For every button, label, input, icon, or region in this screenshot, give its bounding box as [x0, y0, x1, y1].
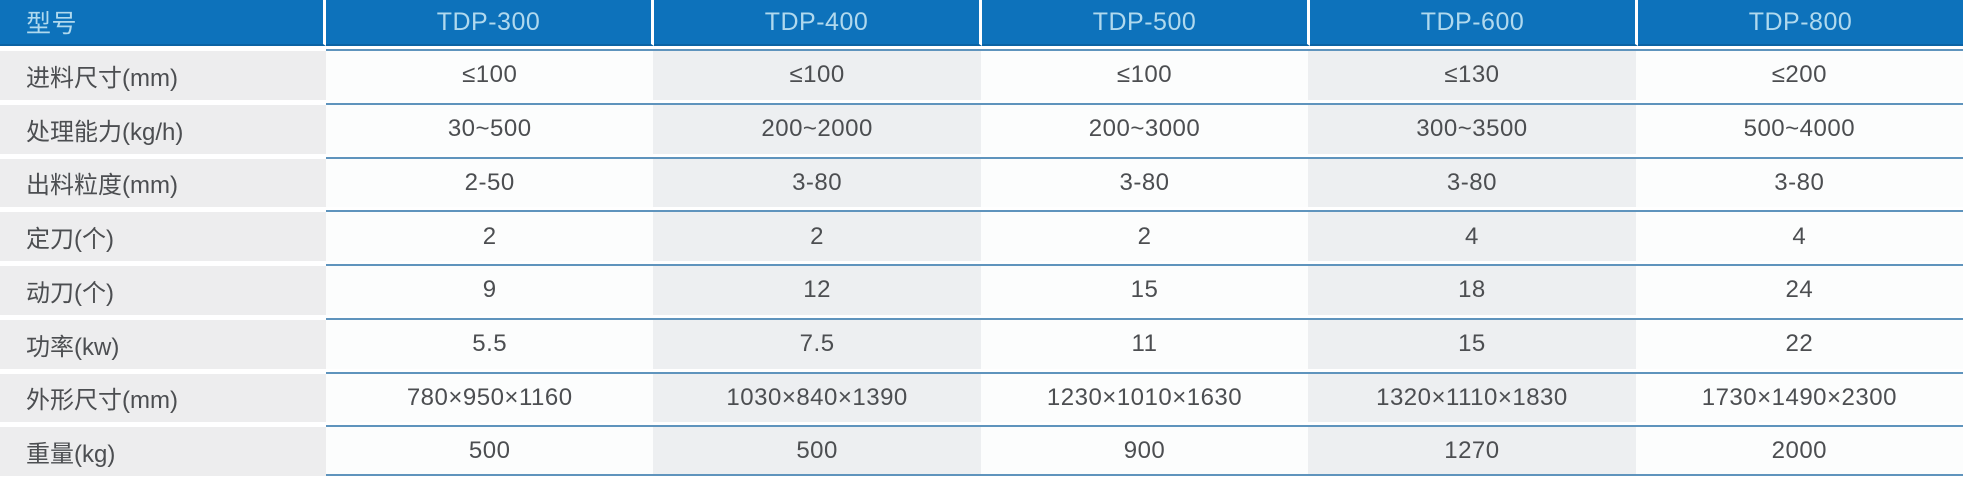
spec-value-cell: 2-50 — [326, 156, 654, 208]
spec-value-cell: ≤130 — [1308, 49, 1636, 100]
spec-value-cell: 2000 — [1635, 425, 1964, 476]
header-cell-tdp-300: TDP-300 — [326, 0, 654, 46]
spec-value-cell: ≤200 — [1635, 49, 1964, 100]
spec-value-cell: ≤100 — [980, 49, 1309, 100]
spec-value-cell: 500 — [326, 425, 654, 476]
table-header-row: 型号 TDP-300 TDP-400 TDP-500 TDP-600 TDP-8… — [0, 0, 1963, 46]
spec-value-cell: 3-80 — [1635, 156, 1964, 208]
row-label: 定刀(个) — [0, 210, 326, 261]
table-row-output-size: 出料粒度(mm) 2-50 3-80 3-80 3-80 3-80 — [0, 156, 1964, 208]
spec-value-cell: 200~3000 — [980, 102, 1309, 154]
spec-value-cell: 1730×1490×2300 — [1635, 371, 1964, 423]
header-cell-tdp-400: TDP-400 — [654, 0, 982, 46]
spec-value-cell: 3-80 — [653, 156, 981, 208]
table-row-weight: 重量(kg) 500 500 900 1270 2000 — [0, 425, 1964, 476]
spec-value-cell: 500 — [653, 425, 981, 476]
spec-value-cell: 2 — [326, 210, 654, 261]
table-row-feed-size: 进料尺寸(mm) ≤100 ≤100 ≤100 ≤130 ≤200 — [0, 49, 1964, 100]
header-cell-tdp-600: TDP-600 — [1310, 0, 1638, 46]
spec-value-cell: 9 — [326, 264, 654, 315]
spec-value-cell: 7.5 — [653, 317, 981, 369]
spec-value-cell: 11 — [980, 317, 1309, 369]
table-row-moving-blades: 动刀(个) 9 12 15 18 24 — [0, 264, 1964, 315]
spec-value-cell: ≤100 — [326, 49, 654, 100]
spec-value-cell: 3-80 — [1308, 156, 1636, 208]
spec-value-cell: 300~3500 — [1308, 102, 1636, 154]
spec-value-cell: 780×950×1160 — [326, 371, 654, 423]
spec-value-cell: 2 — [653, 210, 981, 261]
table-row-power: 功率(kw) 5.5 7.5 11 15 22 — [0, 317, 1964, 369]
table-row-fixed-blades: 定刀(个) 2 2 2 4 4 — [0, 210, 1964, 261]
spec-value-cell: 4 — [1635, 210, 1964, 261]
spec-value-cell: 4 — [1308, 210, 1636, 261]
spec-value-cell: 1270 — [1308, 425, 1636, 476]
spec-value-cell: 3-80 — [980, 156, 1309, 208]
header-cell-tdp-500: TDP-500 — [982, 0, 1310, 46]
header-cell-model: 型号 — [0, 0, 326, 46]
row-label: 进料尺寸(mm) — [0, 49, 326, 100]
spec-value-cell: 5.5 — [326, 317, 654, 369]
spec-value-cell: 500~4000 — [1635, 102, 1964, 154]
spec-value-cell: 22 — [1635, 317, 1964, 369]
spec-value-cell: 15 — [980, 264, 1309, 315]
spec-value-cell: 1320×1110×1830 — [1308, 371, 1636, 423]
row-label: 出料粒度(mm) — [0, 156, 326, 208]
spec-value-cell: 30~500 — [326, 102, 654, 154]
spec-value-cell: 1030×840×1390 — [653, 371, 981, 423]
spec-value-cell: 12 — [653, 264, 981, 315]
row-label: 动刀(个) — [0, 264, 326, 315]
spec-value-cell: 200~2000 — [653, 102, 981, 154]
header-cell-tdp-800: TDP-800 — [1638, 0, 1963, 46]
row-label: 外形尺寸(mm) — [0, 371, 326, 423]
table-row-capacity: 处理能力(kg/h) 30~500 200~2000 200~3000 300~… — [0, 102, 1964, 154]
spec-value-cell: 24 — [1635, 264, 1964, 315]
spec-value-cell: 900 — [980, 425, 1309, 476]
spec-value-cell: ≤100 — [653, 49, 981, 100]
row-label: 功率(kw) — [0, 317, 326, 369]
spec-value-cell: 2 — [980, 210, 1309, 261]
table-row-dimensions: 外形尺寸(mm) 780×950×1160 1030×840×1390 1230… — [0, 371, 1964, 423]
row-label: 处理能力(kg/h) — [0, 102, 326, 154]
row-label: 重量(kg) — [0, 425, 326, 476]
spec-value-cell: 18 — [1308, 264, 1636, 315]
spec-value-cell: 1230×1010×1630 — [980, 371, 1309, 423]
spec-value-cell: 15 — [1308, 317, 1636, 369]
